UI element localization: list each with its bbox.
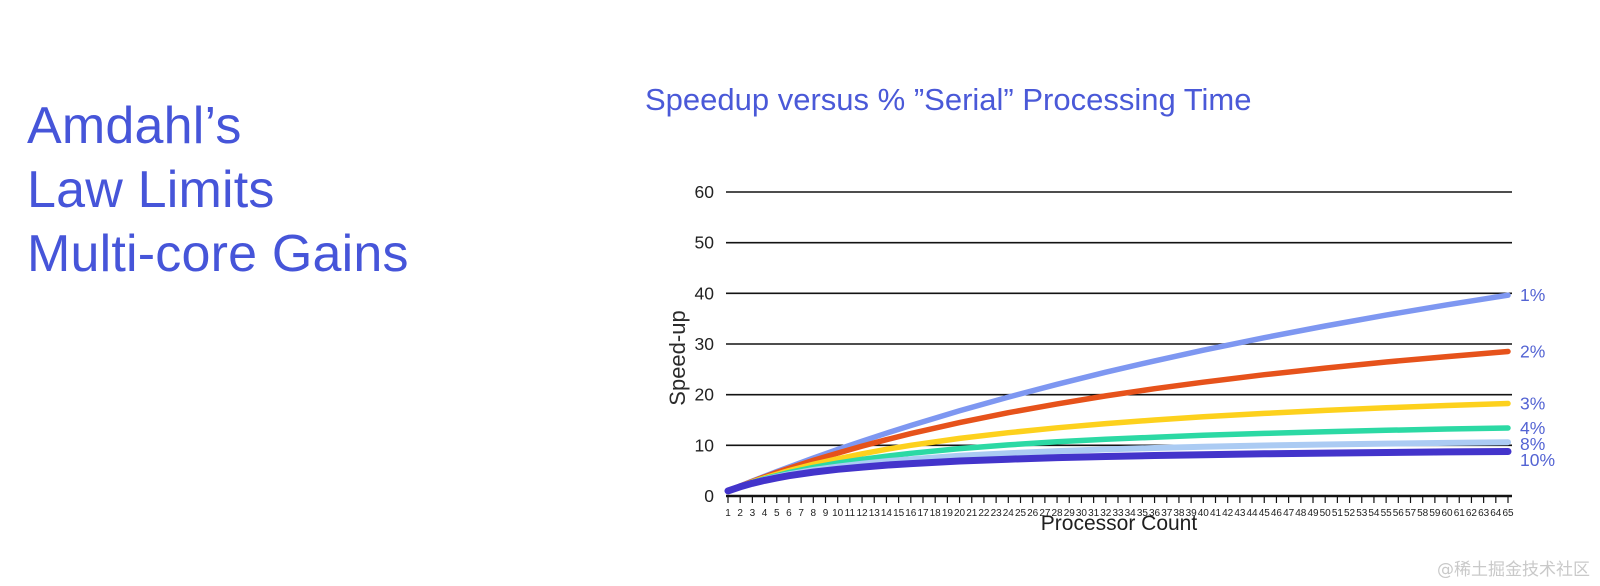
x-tick-label-38: 38 [1173, 508, 1185, 519]
x-tick-label-11: 11 [845, 508, 856, 519]
x-tick-label-47: 47 [1283, 508, 1295, 519]
x-tick-label-7: 7 [798, 508, 804, 519]
x-tick-label-57: 57 [1405, 508, 1417, 519]
x-tick-label-32: 32 [1100, 508, 1112, 519]
x-tick-label-35: 35 [1137, 508, 1149, 519]
x-tick-label-36: 36 [1149, 508, 1161, 519]
x-tick-label-24: 24 [1003, 508, 1015, 519]
x-tick-label-19: 19 [942, 508, 954, 519]
y-tick-label-30: 30 [695, 334, 715, 354]
x-tick-label-49: 49 [1307, 508, 1319, 519]
y-tick-label-50: 50 [695, 233, 715, 253]
x-tick-label-3: 3 [750, 508, 756, 519]
x-tick-label-27: 27 [1039, 508, 1051, 519]
series-label-8%: 8% [1520, 434, 1545, 454]
x-tick-label-55: 55 [1381, 508, 1393, 519]
x-tick-label-48: 48 [1295, 508, 1307, 519]
x-tick-label-43: 43 [1234, 508, 1246, 519]
x-tick-label-2: 2 [737, 508, 743, 519]
y-tick-label-0: 0 [704, 486, 714, 506]
x-tick-label-62: 62 [1466, 508, 1478, 519]
page-title-line-2: Law Limits [27, 161, 275, 219]
x-tick-label-31: 31 [1088, 508, 1100, 519]
x-tick-label-15: 15 [893, 508, 905, 519]
x-tick-label-51: 51 [1332, 508, 1344, 519]
series-label-2%: 2% [1520, 342, 1545, 362]
series-label-10%: 10% [1520, 450, 1555, 470]
x-tick-label-45: 45 [1259, 508, 1271, 519]
y-tick-label-10: 10 [695, 435, 715, 455]
x-tick-label-46: 46 [1271, 508, 1283, 519]
x-tick-label-44: 44 [1247, 508, 1259, 519]
x-tick-label-65: 65 [1502, 508, 1514, 519]
x-tick-label-50: 50 [1320, 508, 1332, 519]
x-tick-label-9: 9 [823, 508, 829, 519]
series-label-1%: 1% [1520, 285, 1545, 305]
x-tick-label-63: 63 [1478, 508, 1490, 519]
x-tick-label-52: 52 [1344, 508, 1356, 519]
chart-title: Speedup versus % ”Serial” Processing Tim… [645, 82, 1252, 117]
x-tick-label-42: 42 [1222, 508, 1234, 519]
page-title-line-1: Amdahl’s [27, 97, 242, 155]
x-tick-label-37: 37 [1161, 508, 1173, 519]
x-tick-label-17: 17 [917, 508, 929, 519]
x-tick-label-53: 53 [1356, 508, 1368, 519]
series-line-10% [724, 448, 1512, 495]
x-tick-label-29: 29 [1064, 508, 1076, 519]
x-tick-label-4: 4 [762, 508, 768, 519]
x-tick-label-18: 18 [930, 508, 942, 519]
x-tick-label-22: 22 [978, 508, 990, 519]
x-tick-label-30: 30 [1076, 508, 1088, 519]
page-title: Amdahl’s Law Limits Multi-core Gains [27, 94, 409, 286]
page-title-line-3: Multi-core Gains [27, 225, 409, 283]
x-tick-label-59: 59 [1429, 508, 1441, 519]
x-tick-label-6: 6 [786, 508, 792, 519]
y-tick-label-60: 60 [695, 182, 715, 202]
x-tick-label-13: 13 [869, 508, 881, 519]
x-tick-label-28: 28 [1052, 508, 1064, 519]
x-tick-label-5: 5 [774, 508, 780, 519]
y-axis-label: Speed-up [665, 310, 690, 406]
x-tick-label-58: 58 [1417, 508, 1429, 519]
x-tick-label-25: 25 [1015, 508, 1027, 519]
y-tick-label-40: 40 [695, 283, 715, 303]
x-tick-label-61: 61 [1454, 508, 1466, 519]
x-tick-label-39: 39 [1186, 508, 1198, 519]
x-tick-label-10: 10 [832, 508, 844, 519]
y-tick-label-20: 20 [695, 385, 715, 405]
series-label-4%: 4% [1520, 418, 1545, 438]
x-tick-label-60: 60 [1442, 508, 1454, 519]
x-tick-label-64: 64 [1490, 508, 1502, 519]
x-tick-label-26: 26 [1027, 508, 1039, 519]
x-tick-label-21: 21 [966, 508, 978, 519]
x-tick-label-41: 41 [1210, 508, 1222, 519]
watermark: @稀土掘金技术社区 [1437, 560, 1590, 580]
x-tick-label-12: 12 [857, 508, 869, 519]
x-tick-label-14: 14 [881, 508, 893, 519]
x-tick-label-8: 8 [811, 508, 817, 519]
x-tick-label-20: 20 [954, 508, 966, 519]
series-label-3%: 3% [1520, 393, 1545, 413]
x-tick-label-34: 34 [1125, 508, 1137, 519]
x-tick-label-56: 56 [1393, 508, 1405, 519]
x-tick-label-23: 23 [991, 508, 1003, 519]
x-axis-label: Processor Count [1040, 512, 1198, 535]
x-tick-label-54: 54 [1368, 508, 1380, 519]
x-tick-label-16: 16 [905, 508, 917, 519]
x-tick-label-40: 40 [1198, 508, 1210, 519]
x-tick-label-1: 1 [725, 508, 731, 519]
x-tick-label-33: 33 [1112, 508, 1124, 519]
